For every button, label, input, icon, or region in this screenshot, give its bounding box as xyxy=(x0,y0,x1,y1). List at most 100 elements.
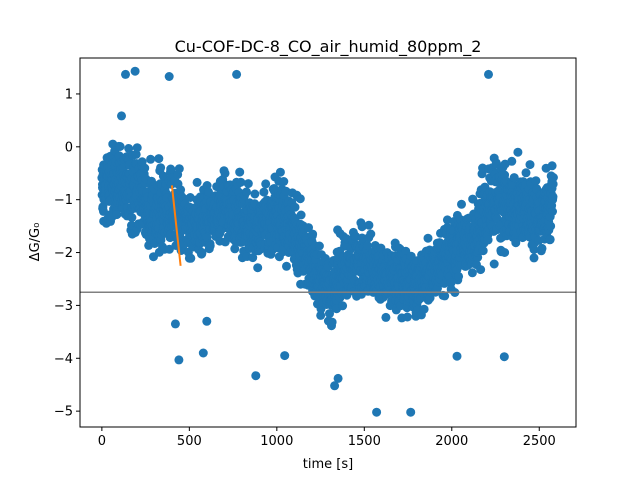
scatter-point xyxy=(279,177,289,186)
scatter-point xyxy=(132,143,142,153)
scatter-point xyxy=(478,246,488,256)
scatter-point xyxy=(548,179,558,189)
y-axis: 1 0 −1 −2 −3 −4 −5 xyxy=(54,87,80,420)
scatter-point xyxy=(235,167,245,177)
scatter-point xyxy=(202,316,212,326)
scatter-point xyxy=(242,187,251,197)
scatter-point xyxy=(316,310,326,320)
scatter-point xyxy=(99,206,108,216)
scatter-point xyxy=(232,69,242,79)
x-tick-label: 0 xyxy=(98,434,106,449)
scatter-point xyxy=(282,261,291,271)
scatter-point xyxy=(243,179,253,189)
y-tick-label: −5 xyxy=(54,405,73,420)
scatter-point xyxy=(381,312,391,322)
scatter-point xyxy=(124,144,134,153)
scatter-point xyxy=(484,69,493,79)
scatter-point xyxy=(121,69,130,79)
scatter-point xyxy=(545,234,555,244)
scatter-point xyxy=(140,163,150,173)
plot-frame xyxy=(79,57,577,428)
y-tick-label: −1 xyxy=(54,193,73,208)
scatter-point xyxy=(192,177,202,187)
y-tick-label: 1 xyxy=(65,87,73,102)
scatter-point xyxy=(454,271,464,281)
x-axis: 0 500 1000 1500 2000 2500 xyxy=(98,427,556,449)
points-layer xyxy=(97,66,558,417)
scatter-point xyxy=(156,163,166,173)
scatter-point xyxy=(112,210,122,220)
scatter-point xyxy=(507,156,517,166)
y-tick-label: −3 xyxy=(54,299,73,314)
scatter-point xyxy=(511,238,521,248)
x-tick-label: 1500 xyxy=(348,434,381,449)
scatter-point xyxy=(304,223,313,233)
lines-layer xyxy=(80,185,576,293)
scatter-point xyxy=(174,164,184,174)
y-tick-label: −4 xyxy=(54,352,73,367)
x-tick-label: 500 xyxy=(177,434,202,449)
scatter-point xyxy=(230,244,240,254)
scatter-point xyxy=(509,173,519,183)
scatter-point xyxy=(236,177,246,187)
scatter-point xyxy=(296,210,306,220)
scatter-point xyxy=(338,301,348,311)
scatter-point xyxy=(467,268,477,278)
scatter-point xyxy=(476,265,486,275)
scatter-point xyxy=(327,317,337,327)
scatter-point xyxy=(546,221,556,231)
scatter-point xyxy=(197,248,207,257)
scatter-point xyxy=(529,253,539,263)
scatter-point xyxy=(333,373,343,383)
scatter-point xyxy=(325,309,334,319)
scatter-point xyxy=(280,351,290,361)
scatter-point xyxy=(440,291,450,301)
scatter-point xyxy=(131,149,141,159)
scatter-point xyxy=(376,243,386,253)
chart-title: Cu-COF-DC-8_CO_air_humid_80ppm_2 xyxy=(175,37,482,57)
scatter-point xyxy=(372,407,382,417)
scatter-point xyxy=(402,312,412,322)
scatter-point xyxy=(204,187,213,197)
scatter-point xyxy=(357,222,367,232)
scatter-point xyxy=(419,304,429,314)
scatter-point xyxy=(250,189,260,199)
scatter-point xyxy=(525,160,535,170)
scatter-point xyxy=(548,207,557,216)
scatter-point xyxy=(499,352,509,362)
y-axis-title: ΔG/G₀ xyxy=(28,223,43,262)
scatter-point xyxy=(117,111,126,121)
scatter-point xyxy=(446,278,456,288)
scatter-point xyxy=(483,235,493,245)
scatter-point xyxy=(127,213,137,222)
scatter-point xyxy=(423,233,433,243)
scatter-point xyxy=(308,229,318,239)
x-tick-label: 1000 xyxy=(260,434,293,449)
scatter-point xyxy=(186,253,196,263)
scatter-point xyxy=(275,167,285,177)
scatter-point xyxy=(548,192,558,202)
scatter-point xyxy=(489,259,499,269)
scatter-point xyxy=(154,154,164,164)
y-tick-label: −2 xyxy=(54,246,73,261)
scatter-point xyxy=(198,348,208,358)
scatter-point xyxy=(164,72,174,81)
scatter-point xyxy=(205,241,215,251)
scatter-point xyxy=(251,371,261,381)
scatter-point xyxy=(537,243,547,253)
scatter-point xyxy=(406,407,416,417)
scatter-point xyxy=(452,351,462,361)
x-axis-title: time [s] xyxy=(303,457,353,472)
scatter-point xyxy=(547,161,557,171)
scatter-point xyxy=(457,199,466,209)
x-tick-label: 2500 xyxy=(523,434,556,449)
scatter-point xyxy=(364,220,374,230)
scatter-point xyxy=(295,194,305,204)
scatter-point xyxy=(531,176,541,186)
scatter-point xyxy=(253,263,263,273)
scatter-point xyxy=(146,154,156,164)
scatter-point xyxy=(314,241,324,251)
scatter-point xyxy=(115,142,125,151)
scatter-point xyxy=(500,248,510,257)
